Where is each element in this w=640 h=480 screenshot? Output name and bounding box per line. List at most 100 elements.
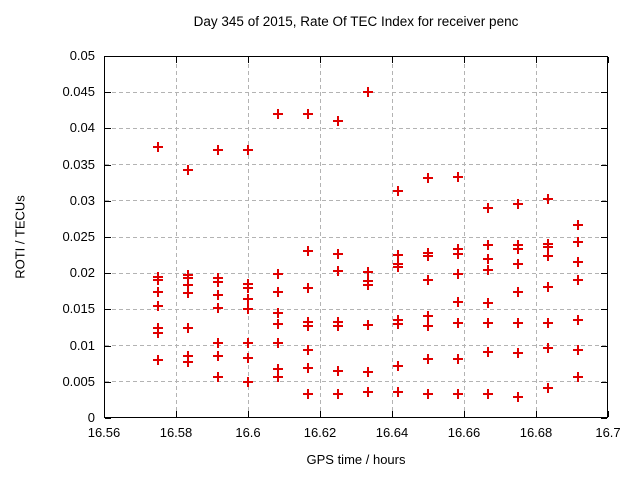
data-point-marker bbox=[303, 108, 314, 119]
data-point-marker bbox=[243, 293, 253, 304]
data-point-marker bbox=[542, 250, 553, 261]
x-tick-mark bbox=[248, 411, 249, 417]
data-point-marker bbox=[303, 321, 314, 332]
data-point-marker bbox=[513, 287, 523, 298]
y-tick-mark bbox=[601, 164, 607, 166]
data-point-marker bbox=[573, 344, 584, 355]
data-point-marker bbox=[303, 283, 314, 294]
data-point-marker bbox=[243, 282, 253, 293]
data-point-marker bbox=[573, 237, 584, 248]
data-point-marker bbox=[393, 386, 404, 397]
data-point-marker bbox=[542, 242, 553, 253]
x-tick-mark bbox=[608, 411, 609, 417]
x-tick-label: 16.64 bbox=[375, 425, 409, 440]
data-point-marker bbox=[272, 338, 283, 349]
data-point-marker bbox=[542, 193, 553, 204]
data-point-marker bbox=[182, 323, 193, 334]
data-point-marker bbox=[153, 275, 163, 286]
data-point-marker bbox=[573, 275, 584, 286]
x-tick-mark bbox=[320, 57, 321, 63]
data-point-marker bbox=[182, 350, 193, 361]
data-point-marker bbox=[393, 360, 404, 371]
data-point-marker bbox=[483, 239, 494, 250]
data-point-marker bbox=[272, 108, 283, 119]
x-tick-label: 16.62 bbox=[303, 425, 337, 440]
data-point-marker bbox=[213, 337, 224, 348]
x-tick-mark bbox=[392, 411, 393, 417]
data-point-marker bbox=[182, 273, 193, 284]
data-point-marker bbox=[362, 279, 373, 290]
y-grid-line bbox=[105, 236, 607, 238]
y-tick-mark bbox=[601, 92, 607, 94]
y-grid-line bbox=[105, 200, 607, 202]
data-point-marker bbox=[513, 318, 523, 329]
y-tick-mark bbox=[105, 309, 111, 311]
data-point-marker bbox=[573, 314, 584, 325]
data-point-marker bbox=[243, 338, 253, 349]
data-point-marker bbox=[303, 363, 314, 374]
data-point-marker bbox=[542, 343, 553, 354]
data-point-marker bbox=[182, 287, 193, 298]
y-tick-mark bbox=[601, 128, 607, 130]
x-tick-mark bbox=[536, 411, 537, 417]
data-point-marker bbox=[272, 372, 283, 383]
chart-title: Day 345 of 2015, Rate Of TEC Index for r… bbox=[193, 14, 519, 29]
data-point-marker bbox=[542, 318, 553, 329]
data-point-marker bbox=[303, 389, 314, 400]
y-tick-mark bbox=[105, 92, 111, 94]
data-point-marker bbox=[393, 261, 404, 272]
y-tick-mark bbox=[105, 237, 111, 238]
data-point-marker bbox=[272, 318, 283, 329]
y-tick-label: 0.03 bbox=[69, 192, 95, 208]
data-point-marker bbox=[333, 389, 343, 400]
y-tick-mark bbox=[601, 200, 607, 202]
x-tick-mark bbox=[104, 57, 105, 63]
data-point-marker bbox=[213, 302, 224, 313]
data-point-marker bbox=[542, 281, 553, 292]
y-tick-label: 0.02 bbox=[69, 265, 95, 281]
data-point-marker bbox=[423, 310, 433, 321]
x-tick-mark bbox=[104, 411, 105, 417]
y-tick-label: 0.01 bbox=[69, 337, 95, 353]
data-point-marker bbox=[513, 392, 523, 402]
y-tick-mark bbox=[601, 56, 607, 57]
data-point-marker bbox=[573, 219, 584, 230]
data-point-marker bbox=[483, 253, 494, 264]
data-point-marker bbox=[272, 308, 283, 319]
data-point-marker bbox=[423, 172, 433, 183]
data-point-marker bbox=[213, 289, 224, 300]
y-tick-label: 0.005 bbox=[62, 373, 95, 389]
y-tick-mark bbox=[601, 381, 607, 383]
y-tick-mark bbox=[105, 381, 111, 383]
data-point-marker bbox=[573, 371, 584, 382]
x-axis-label: GPS time / hours bbox=[306, 452, 406, 467]
data-point-marker bbox=[303, 344, 314, 355]
data-point-marker bbox=[153, 141, 163, 152]
data-point-marker bbox=[452, 354, 463, 365]
data-point-marker bbox=[483, 389, 494, 400]
data-point-marker bbox=[483, 203, 494, 214]
x-tick-mark bbox=[464, 411, 465, 417]
data-point-marker bbox=[333, 266, 343, 277]
data-point-marker bbox=[452, 268, 463, 279]
y-grid-line bbox=[105, 308, 607, 310]
y-tick-mark bbox=[601, 418, 607, 419]
x-tick-label: 16.68 bbox=[519, 425, 553, 440]
y-tick-label: 0.045 bbox=[62, 84, 95, 100]
data-point-marker bbox=[303, 246, 314, 257]
data-point-marker bbox=[153, 323, 163, 334]
data-point-marker bbox=[423, 353, 433, 364]
x-tick-mark bbox=[392, 57, 393, 63]
data-point-marker bbox=[393, 250, 404, 261]
data-point-marker bbox=[333, 365, 343, 376]
y-tick-mark bbox=[105, 200, 111, 202]
x-tick-mark bbox=[608, 57, 609, 63]
y-tick-mark bbox=[601, 273, 607, 275]
data-point-marker bbox=[213, 276, 224, 287]
data-point-marker bbox=[243, 376, 253, 387]
y-tick-label: 0.05 bbox=[69, 48, 95, 63]
data-point-marker bbox=[423, 274, 433, 285]
y-tick-mark bbox=[105, 273, 111, 275]
x-tick-label: 16.7 bbox=[595, 425, 621, 440]
